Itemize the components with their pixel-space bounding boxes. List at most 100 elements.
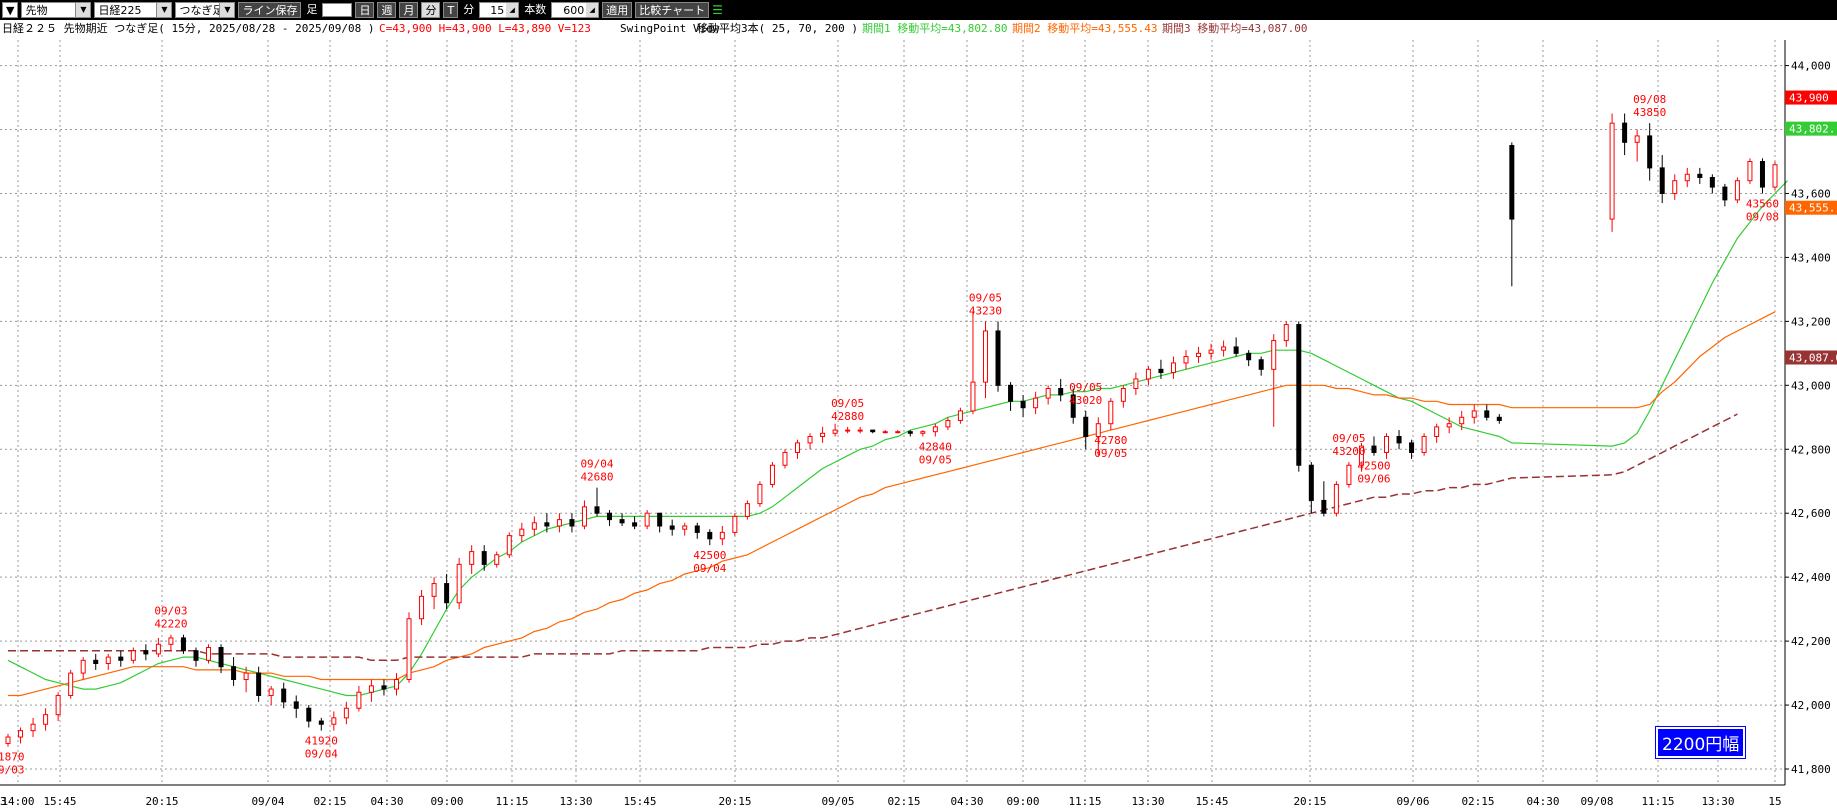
market-select[interactable]: 先物 ▼	[21, 2, 92, 18]
period-minute-button[interactable]: 分	[421, 2, 441, 18]
interval-input[interactable]: 15 ◢	[479, 2, 520, 18]
symbol-select-value: 日経225	[98, 4, 142, 17]
candlestick-chart[interactable]: 4187009/0309/03422204192009/0409/0442680…	[0, 20, 1837, 812]
ma1-readout: 期間1 移動平均=43,802.80	[862, 21, 1007, 35]
candle-body	[1772, 164, 1778, 188]
swing-low-price: 42500	[1357, 460, 1390, 473]
mode-select[interactable]: つなぎ足 ▼	[175, 2, 236, 18]
chart-settings-icon[interactable]: ☰	[712, 3, 723, 17]
chevron-down-icon[interactable]: ▼	[219, 3, 235, 17]
candle-body	[306, 707, 312, 722]
time-tick-label: 02:15	[313, 795, 346, 808]
swing-high-price: 42220	[154, 618, 187, 631]
time-tick-label: 20:15	[145, 795, 178, 808]
spinner-icon[interactable]: ◢	[506, 3, 519, 17]
candle-body	[782, 451, 788, 466]
candle-body	[55, 694, 61, 716]
swing-low-date: 09/05	[919, 453, 952, 466]
spinner-icon[interactable]: ◢	[586, 3, 599, 17]
candle-body	[1145, 368, 1151, 380]
candle-body	[719, 531, 725, 540]
price-tags: 43,900 43,802. 43,555. 43,087.0	[1785, 90, 1837, 365]
price-tag-box	[1785, 200, 1837, 215]
swing-high-date: 09/05	[831, 397, 864, 410]
time-tick-label: 11:15	[1068, 795, 1101, 808]
candle-body	[970, 381, 976, 412]
time-tick-label: 09:00	[1006, 795, 1039, 808]
ma-line-1	[7, 180, 1788, 697]
bars-input[interactable]: 600 ◢	[551, 2, 600, 18]
candles	[5, 113, 1778, 747]
candle-body	[1020, 400, 1026, 409]
candle-body	[206, 647, 212, 661]
period-month-button[interactable]: 月	[399, 2, 419, 18]
time-tick-label: 15:45	[623, 795, 656, 808]
swing-low-price: 41870	[0, 751, 25, 764]
info-bar: 日経２２５ 先物期近 つなぎ足( 15分, 2025/08/28 - 2025/…	[2, 21, 1307, 35]
time-tick-label: 13:30	[1131, 795, 1164, 808]
line-save-button[interactable]: ライン保存	[238, 2, 302, 18]
period-tick-button[interactable]: T	[443, 2, 459, 18]
menu-button[interactable]: ▼	[2, 2, 19, 18]
period-day-button[interactable]: 日	[355, 2, 375, 18]
price-tick-label: 42,200	[1791, 635, 1831, 648]
time-tick-label: 11:15	[495, 795, 528, 808]
ashi-checkbox[interactable]	[322, 3, 353, 17]
candle-body	[1471, 410, 1477, 418]
candle-body	[882, 431, 888, 434]
candle-body	[744, 503, 750, 517]
candle-body	[1358, 445, 1364, 466]
swing-high-price: 43020	[1069, 394, 1102, 407]
candle-body	[1183, 356, 1189, 364]
candle-body	[356, 691, 362, 709]
price-tick-label: 43,400	[1791, 251, 1831, 264]
candle-body	[1734, 180, 1740, 201]
candle-body	[732, 515, 738, 533]
candle-body	[218, 647, 224, 668]
candle-body	[1233, 346, 1239, 354]
symbol-select[interactable]: 日経225 ▼	[94, 2, 173, 18]
time-tick-label: 04:30	[370, 795, 403, 808]
candle-body	[945, 419, 951, 428]
apply-button[interactable]: 適用	[602, 2, 633, 18]
candle-body	[1672, 180, 1678, 194]
swing-low-date: 09/03	[0, 764, 25, 777]
chevron-down-icon[interactable]: ▼	[156, 3, 172, 17]
compare-chart-button[interactable]: 比較チャート	[635, 2, 710, 18]
candle-body	[1008, 384, 1014, 402]
candle-body	[707, 531, 713, 540]
price-tag-label: 43,555.	[1789, 202, 1835, 215]
swing-low-price: 42780	[1094, 434, 1127, 447]
candle-body	[657, 512, 663, 527]
candle-body	[494, 554, 500, 565]
candle-body	[243, 672, 249, 680]
time-tick-label: 09/08	[1580, 795, 1613, 808]
time-tick-label: 09:00	[430, 795, 463, 808]
price-axis: 41,800 42,000 42,200 42,400 42,600 42,800 43,0…	[1784, 40, 1831, 785]
candle-body	[857, 429, 863, 432]
interval-value: 15	[490, 4, 505, 17]
price-tick-label: 41,800	[1791, 763, 1831, 776]
candle-body	[1058, 388, 1064, 396]
candle-body	[1634, 135, 1640, 143]
toolbar: ▼ 先物 ▼ 日経225 ▼ つなぎ足 ▼ ライン保存 足 日 週 月 分 T 分 1…	[0, 0, 1837, 20]
candle-body	[845, 429, 851, 432]
swing-low-price: 43560	[1746, 197, 1779, 210]
candle-body	[1333, 483, 1339, 514]
candle-body	[669, 525, 675, 530]
candle-body	[469, 551, 475, 565]
candle-body	[281, 688, 287, 703]
candle-body	[43, 714, 49, 725]
chevron-down-icon[interactable]: ▼	[75, 3, 91, 17]
time-tick-label: 02:15	[1461, 795, 1494, 808]
candle-body	[519, 528, 525, 537]
candle-body	[256, 672, 262, 696]
swing-high-price: 43230	[969, 304, 1002, 317]
period-week-button[interactable]: 週	[377, 2, 397, 18]
candle-body	[1684, 173, 1690, 182]
candle-body	[293, 701, 299, 709]
candle-body	[569, 519, 575, 527]
price-tick-label: 43,200	[1791, 315, 1831, 328]
ma-line-2	[8, 311, 1776, 697]
candle-body	[1246, 352, 1252, 361]
